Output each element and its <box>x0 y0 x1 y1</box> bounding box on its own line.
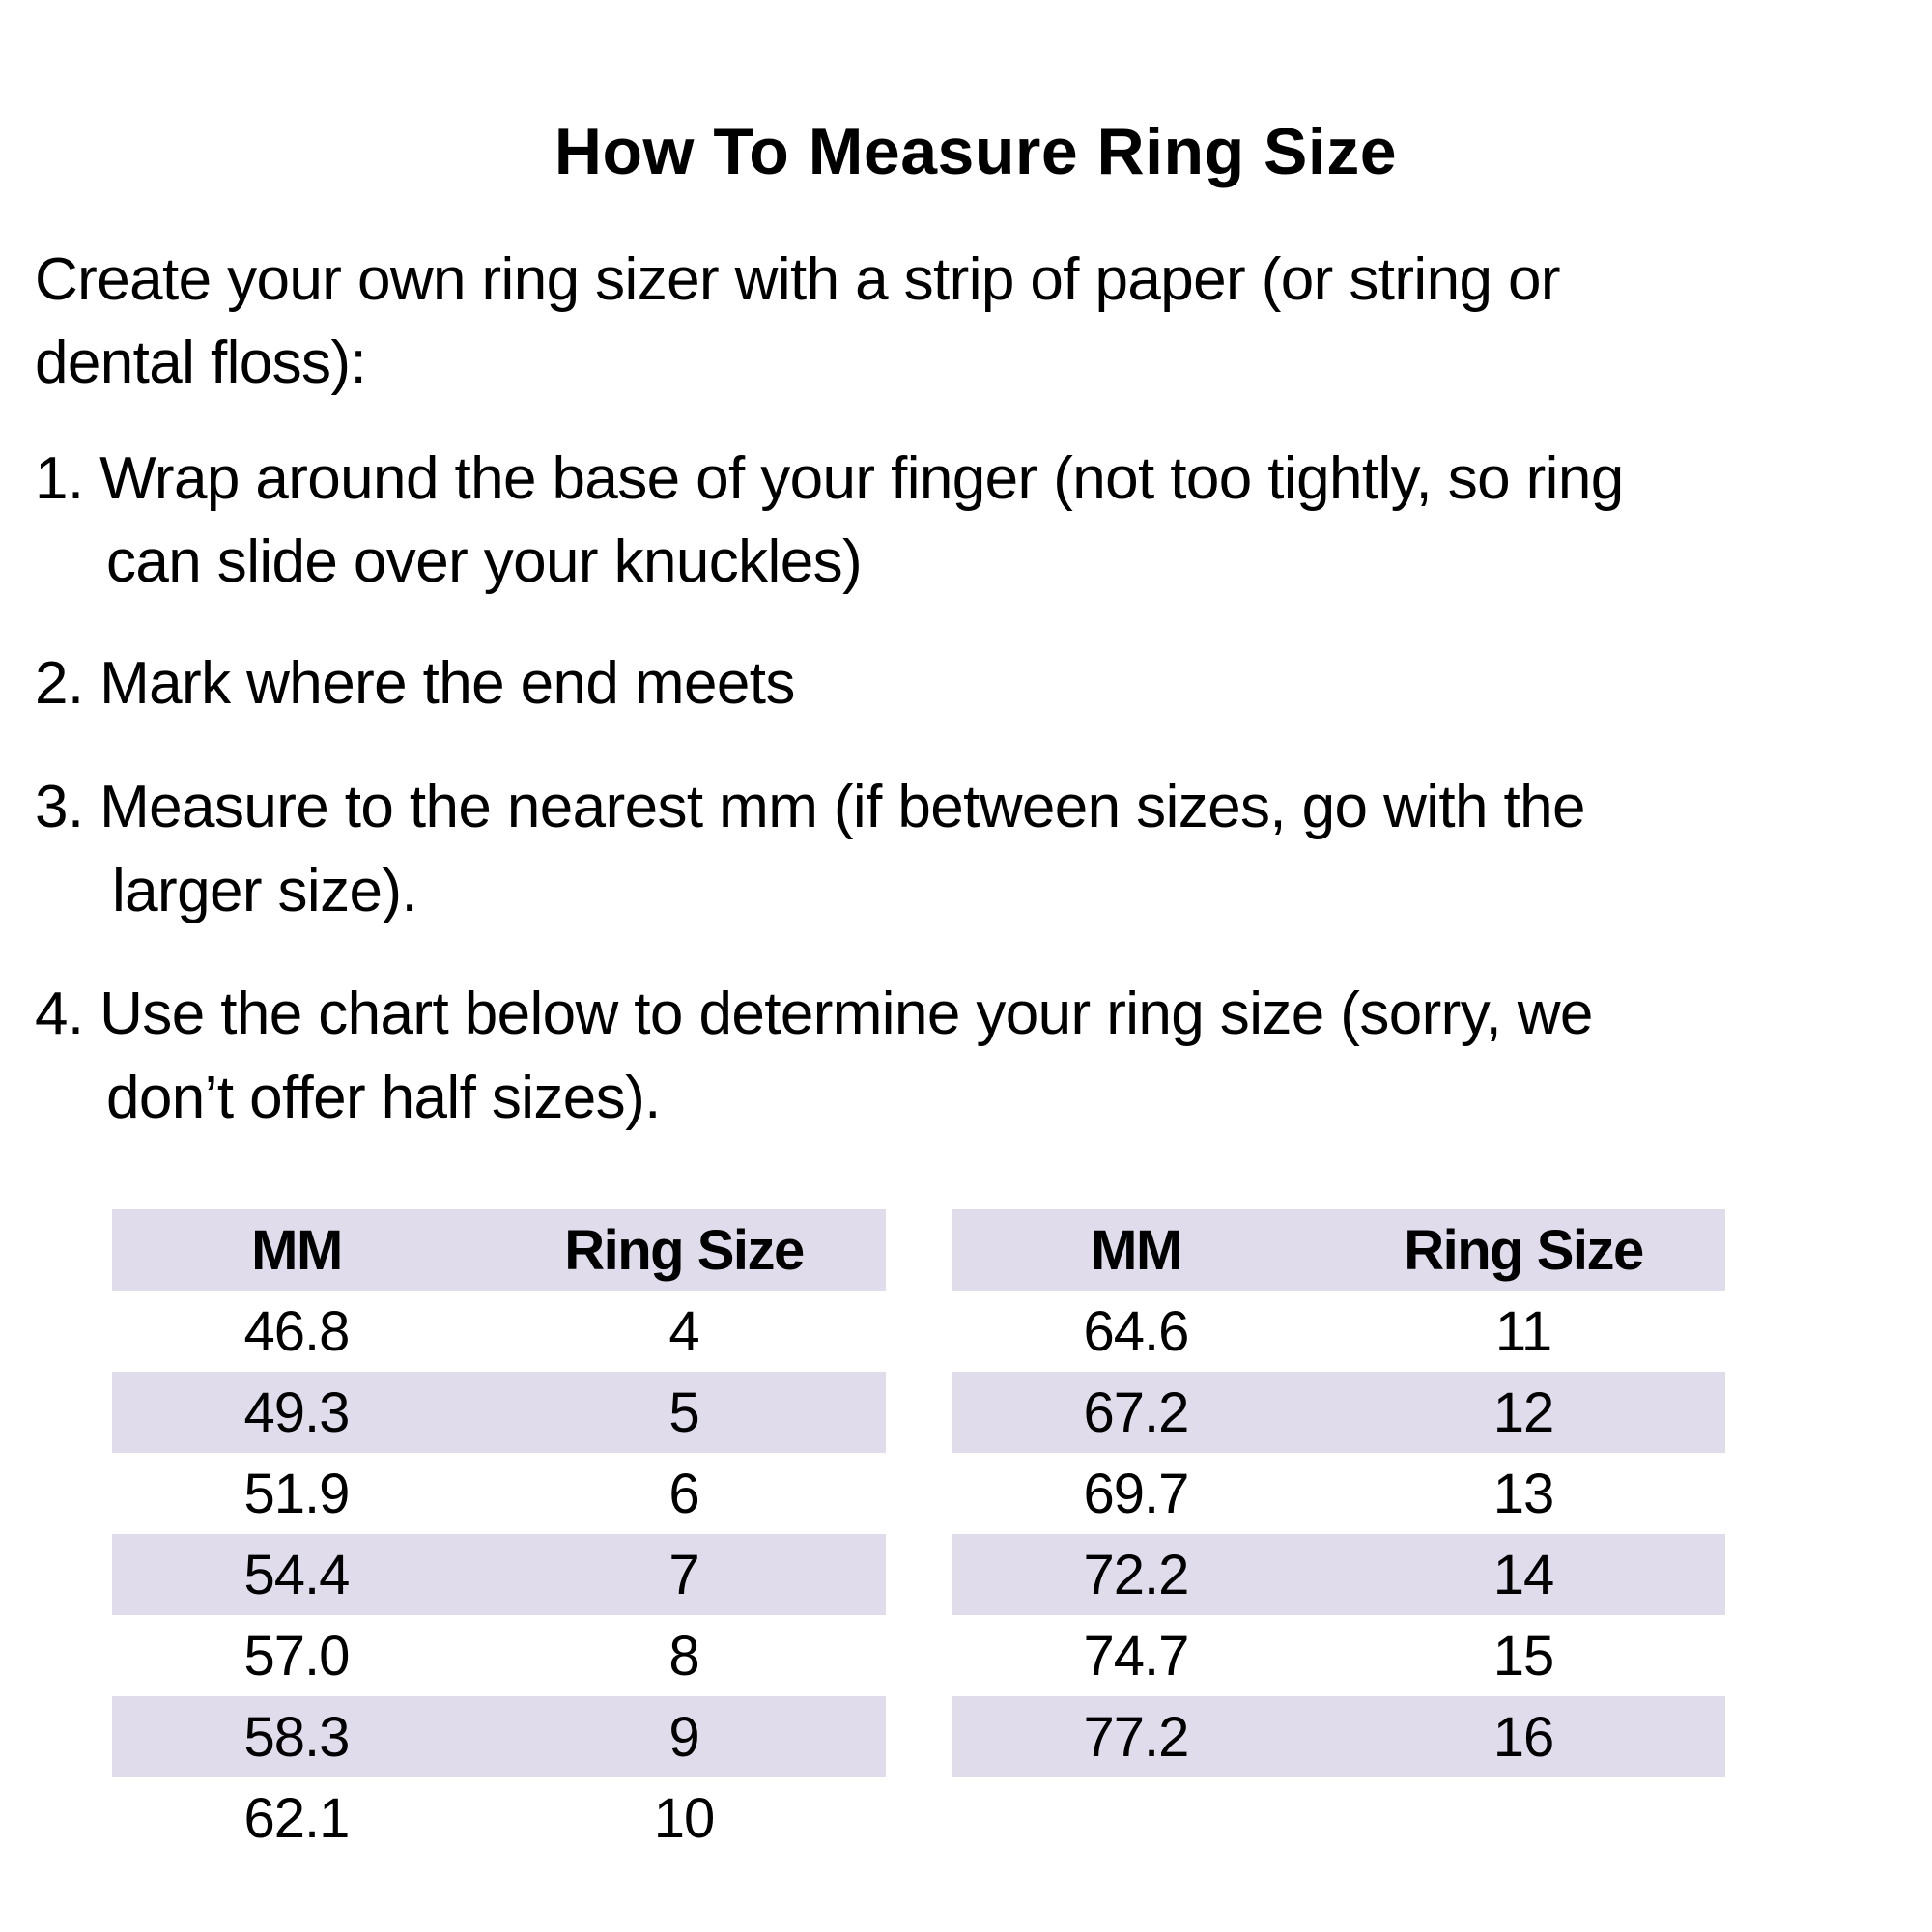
step-3: 3. Measure to the nearest mm (if between… <box>35 774 1586 840</box>
mm-value: 64.6 <box>1083 1299 1190 1363</box>
step-3-cont: larger size). <box>112 858 418 924</box>
mm-value: 58.3 <box>243 1705 351 1769</box>
mm-value: 57.0 <box>243 1624 351 1688</box>
mm-value: 67.2 <box>1083 1380 1190 1444</box>
ring-size-value: 13 <box>1492 1462 1555 1525</box>
ring-size-value: 11 <box>1494 1299 1552 1363</box>
table-row: 77.2 16 <box>952 1696 1725 1777</box>
table-header: MM Ring Size <box>952 1209 1725 1291</box>
table-header: MM Ring Size <box>112 1209 886 1291</box>
mm-value: 49.3 <box>243 1380 351 1444</box>
ring-size-value: 10 <box>653 1786 716 1850</box>
ring-size-value: 16 <box>1492 1705 1555 1769</box>
ring-size-value: 12 <box>1492 1380 1555 1444</box>
table-row: 64.6 11 <box>952 1291 1725 1372</box>
mm-value: 74.7 <box>1083 1624 1190 1688</box>
header-mm: MM <box>1091 1218 1182 1282</box>
ring-size-value: 9 <box>668 1705 699 1769</box>
mm-value: 51.9 <box>243 1462 351 1525</box>
table-row: 62.1 10 <box>112 1777 886 1859</box>
page-title: How To Measure Ring Size <box>554 115 1398 188</box>
header-ring-size: Ring Size <box>1404 1218 1644 1282</box>
step-1: 1. Wrap around the base of your finger (… <box>35 445 1624 512</box>
ring-size-table-left: MM Ring Size 46.8 4 49.3 5 51.9 6 54.4 7 57.0 8 58.3… <box>112 1209 886 1859</box>
ring-size-value: 6 <box>668 1462 699 1525</box>
table-row: 74.7 15 <box>952 1615 1725 1696</box>
ring-size-value: 8 <box>668 1624 699 1688</box>
mm-value: 77.2 <box>1083 1705 1190 1769</box>
ring-size-value: 5 <box>668 1380 699 1444</box>
intro-line: Create your own ring sizer with a strip … <box>35 246 1560 313</box>
ring-size-value: 14 <box>1492 1543 1555 1606</box>
table-row: 72.2 14 <box>952 1534 1725 1615</box>
table-row: 51.9 6 <box>112 1453 886 1534</box>
step-1-cont: can slide over your knuckles) <box>106 528 863 595</box>
ring-size-value: 7 <box>668 1543 699 1606</box>
header-mm: MM <box>251 1218 343 1282</box>
ring-size-table-right: MM Ring Size 64.6 11 67.2 12 69.7 13 72.2 14 74.7 1… <box>952 1209 1725 1777</box>
table-row: 58.3 9 <box>112 1696 886 1777</box>
table-row: 69.7 13 <box>952 1453 1725 1534</box>
intro-line: dental floss): <box>35 329 367 396</box>
mm-value: 46.8 <box>243 1299 351 1363</box>
ring-size-value: 4 <box>668 1299 699 1363</box>
table-row: 46.8 4 <box>112 1291 886 1372</box>
ring-size-value: 15 <box>1492 1624 1555 1688</box>
table-row: 67.2 12 <box>952 1372 1725 1453</box>
table-row: 54.4 7 <box>112 1534 886 1615</box>
mm-value: 69.7 <box>1083 1462 1190 1525</box>
mm-value: 54.4 <box>243 1543 351 1606</box>
header-ring-size: Ring Size <box>564 1218 805 1282</box>
table-row: 57.0 8 <box>112 1615 886 1696</box>
step-4: 4. Use the chart below to determine your… <box>35 980 1593 1047</box>
table-row: 49.3 5 <box>112 1372 886 1453</box>
step-4-cont: don’t offer half sizes). <box>106 1065 661 1131</box>
mm-value: 72.2 <box>1083 1543 1190 1606</box>
mm-value: 62.1 <box>243 1786 351 1850</box>
step-2: 2. Mark where the end meets <box>35 650 795 717</box>
